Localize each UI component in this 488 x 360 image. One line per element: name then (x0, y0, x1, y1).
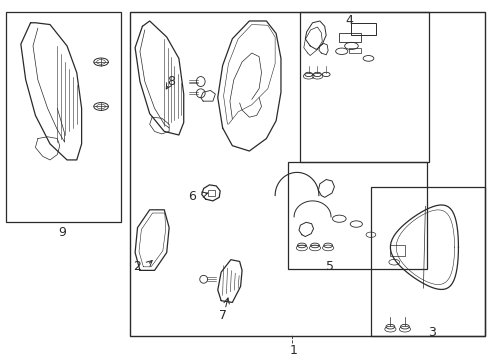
Text: 7: 7 (219, 309, 226, 322)
Text: 9: 9 (58, 226, 66, 239)
Text: 4: 4 (345, 14, 352, 27)
Text: 6: 6 (188, 190, 196, 203)
Bar (6, 12, 120, 222)
Bar (207, 190, 215, 196)
Text: 8: 8 (167, 75, 175, 88)
Text: 3: 3 (427, 326, 435, 339)
Bar (287, 162, 426, 269)
Text: 1: 1 (288, 344, 296, 357)
Bar (389, 246, 404, 256)
Bar (351, 23, 375, 35)
Bar (130, 12, 484, 336)
Bar (339, 33, 361, 42)
Bar (348, 48, 361, 53)
Bar (370, 186, 484, 336)
Text: 2: 2 (133, 260, 141, 273)
Bar (300, 12, 428, 162)
Text: 5: 5 (325, 260, 333, 273)
